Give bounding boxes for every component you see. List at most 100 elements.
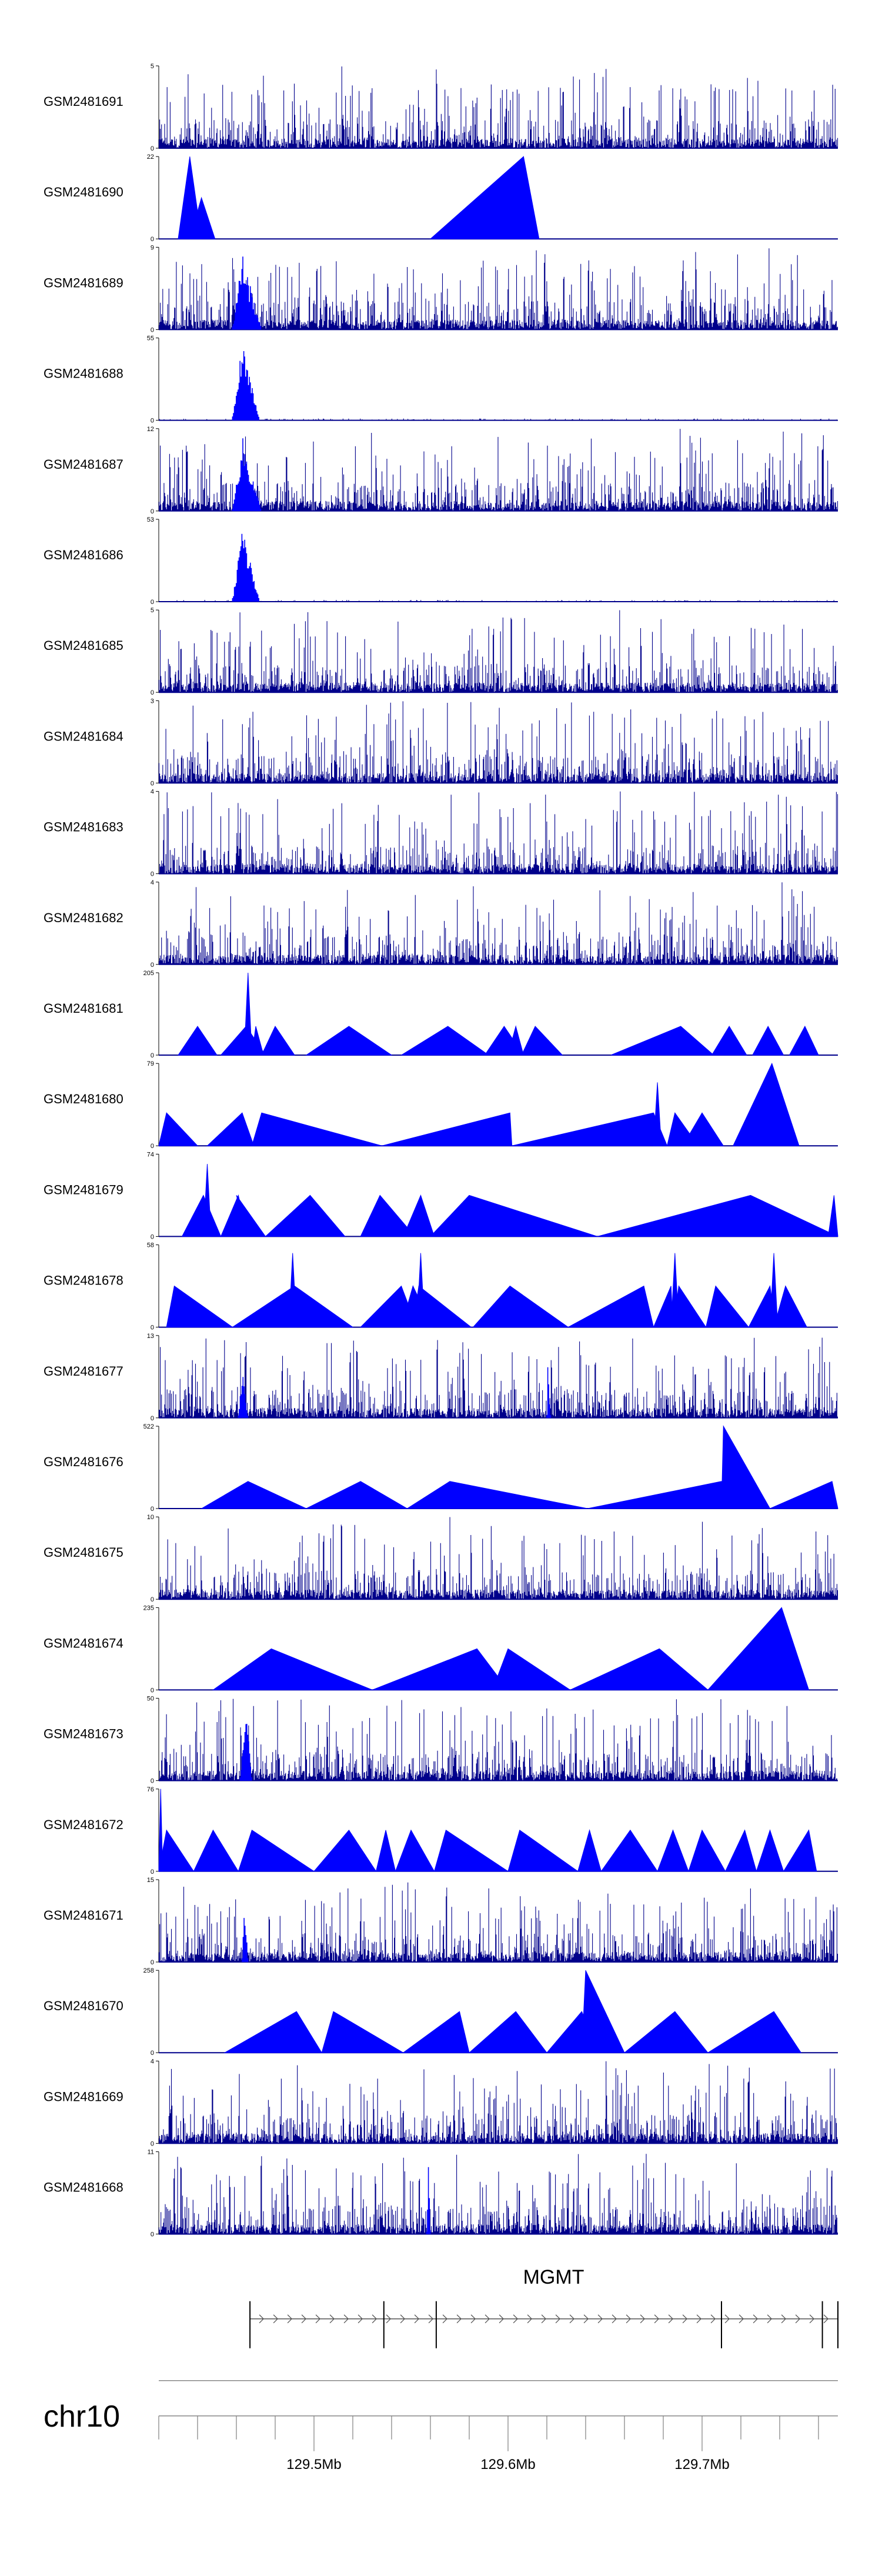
peak-4: [570, 1648, 709, 1690]
strand-arrow: [428, 2314, 434, 2324]
strand-arrow: [710, 2314, 716, 2324]
strand-arrow: [781, 2314, 787, 2324]
gene-track: MGMT: [249, 2266, 838, 2348]
track-label: GSM2481671: [44, 1908, 123, 1923]
peak-1: [426, 2167, 431, 2234]
y-max-label: 74: [147, 1151, 154, 1158]
peak-7: [653, 1082, 662, 1146]
peak-6: [770, 1481, 838, 1509]
peak-3: [243, 972, 252, 1056]
strand-arrow: [739, 2314, 744, 2324]
strand-arrow: [315, 2314, 321, 2324]
peak-1: [242, 1918, 249, 1962]
track-label: GSM2481686: [44, 548, 123, 562]
strand-arrow: [513, 2314, 519, 2324]
y-max-label: 50: [147, 1696, 154, 1703]
track-gsm2481668: GSM2481668 11 0: [44, 2149, 838, 2238]
peak-5: [721, 1425, 771, 1509]
peak-7: [400, 1026, 490, 1056]
track-label: GSM2481668: [44, 2180, 123, 2195]
y-min-label: 0: [151, 1687, 154, 1694]
peak-9: [597, 1194, 838, 1237]
y-min-label: 0: [151, 962, 154, 969]
strand-arrow: [724, 2314, 730, 2324]
signal-bars: [158, 66, 838, 148]
axis-tick-label: 129.6Mb: [480, 2457, 535, 2472]
strand-arrow: [555, 2314, 561, 2324]
track-label: GSM2481680: [44, 1092, 123, 1106]
track-gsm2481681: GSM2481681 205 0: [44, 970, 838, 1059]
peak-8: [682, 1112, 724, 1146]
peak-16: [773, 1285, 808, 1328]
strand-arrow: [442, 2314, 448, 2324]
strand-arrow: [485, 2314, 490, 2324]
y-min-label: 0: [151, 1596, 154, 1603]
y-max-label: 258: [143, 1967, 154, 1974]
peak-3: [402, 2011, 470, 2053]
peak-2: [306, 1481, 409, 1509]
y-max-label: 15: [147, 1877, 154, 1884]
chromosome-label: chr10: [44, 2400, 120, 2434]
track-gsm2481684: GSM2481684 3 0: [44, 698, 838, 787]
strand-arrow: [626, 2314, 632, 2324]
y-max-label: 53: [147, 516, 154, 523]
signal-bars: [158, 429, 838, 511]
track-gsm2481691: GSM2481691 5 0: [44, 63, 838, 152]
signal-bars: [158, 1337, 838, 1418]
track-gsm2481669: GSM2481669 4 0: [44, 2058, 838, 2147]
peak-7: [623, 2011, 709, 2053]
y-min-label: 0: [151, 780, 154, 787]
peak-5: [313, 1829, 377, 1872]
peak-9: [507, 1829, 579, 1872]
peak-2: [206, 1112, 255, 1146]
peak-1: [232, 438, 262, 511]
y-min-label: 0: [151, 1233, 154, 1240]
y-max-label: 9: [151, 244, 154, 251]
y-min-label: 0: [151, 599, 154, 606]
signal-bars: [158, 248, 838, 330]
strand-arrow: [527, 2314, 533, 2324]
y-min-label: 0: [151, 1324, 154, 1332]
peak-1: [181, 1194, 222, 1237]
strand-arrow: [456, 2314, 462, 2324]
peak-1: [232, 351, 259, 421]
track-gsm2481682: GSM2481682 4 0: [44, 879, 838, 969]
peak-2: [158, 1829, 195, 1872]
track-gsm2481680: GSM2481680 79 0: [44, 1060, 838, 1150]
track-gsm2481690: GSM2481690 22 0: [44, 154, 838, 243]
track-label: GSM2481674: [44, 1636, 123, 1650]
peak-1: [212, 1648, 373, 1690]
y-min-label: 0: [151, 145, 154, 152]
peak-6: [412, 1285, 472, 1328]
strand-arrow: [569, 2314, 575, 2324]
peak-1: [223, 2011, 323, 2053]
signal-bars: [158, 610, 838, 693]
track-label: GSM2481681: [44, 1001, 123, 1016]
peak-1: [238, 1377, 249, 1418]
track-label: GSM2481690: [44, 185, 123, 199]
signal-bars: [158, 1882, 838, 1962]
track-label: GSM2481669: [44, 2089, 123, 2104]
peak-10: [827, 1195, 838, 1237]
y-max-label: 55: [147, 335, 154, 342]
strand-arrow: [499, 2314, 505, 2324]
peak-2: [546, 1367, 552, 1418]
strand-arrow: [329, 2314, 335, 2324]
peak-9: [733, 1062, 800, 1146]
y-max-label: 12: [147, 426, 154, 433]
peak-7: [403, 1194, 435, 1237]
y-max-label: 79: [147, 1060, 154, 1067]
peak-1: [239, 1724, 252, 1781]
track-label: GSM2481683: [44, 820, 123, 835]
y-min-label: 0: [151, 689, 154, 696]
y-max-label: 58: [147, 1242, 154, 1249]
track-label: GSM2481672: [44, 1817, 123, 1832]
peak-4: [468, 2011, 548, 2053]
peak-2: [189, 196, 216, 239]
strand-arrow: [753, 2314, 759, 2324]
strand-arrow: [682, 2314, 688, 2324]
strand-arrow: [823, 2314, 829, 2324]
strand-arrow: [767, 2314, 773, 2324]
